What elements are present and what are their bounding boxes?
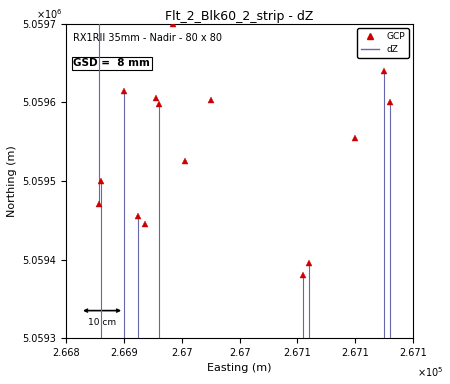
Text: 10 cm: 10 cm	[88, 318, 116, 328]
Title: Flt_2_Blk60_2_strip - dZ: Flt_2_Blk60_2_strip - dZ	[166, 10, 314, 23]
Text: $\times 10^5$: $\times 10^5$	[417, 365, 443, 379]
Text: RX1RII 35mm - Nadir - 80 x 80: RX1RII 35mm - Nadir - 80 x 80	[73, 33, 222, 43]
Legend: GCP, dZ: GCP, dZ	[357, 28, 409, 58]
Text: GSD =  8 mm: GSD = 8 mm	[73, 58, 150, 68]
Text: $\times 10^6$: $\times 10^6$	[36, 7, 63, 21]
X-axis label: Easting (m): Easting (m)	[207, 363, 272, 373]
Y-axis label: Northing (m): Northing (m)	[7, 145, 17, 217]
